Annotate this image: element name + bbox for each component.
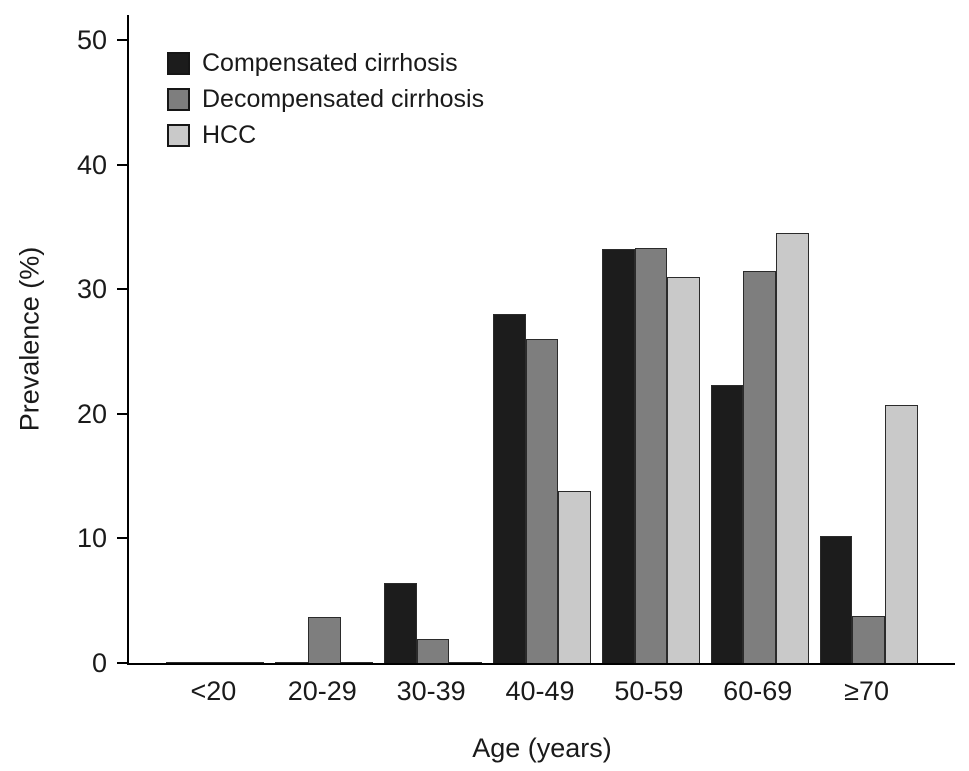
x-axis-title: Age (years)	[472, 733, 612, 763]
y-tick-label: 50	[76, 25, 107, 55]
bar-compensated-cirrhosis	[384, 583, 417, 663]
bar-hcc	[449, 661, 483, 663]
y-tick-label: 20	[76, 398, 107, 429]
bar-decompensated-cirrhosis	[743, 270, 777, 663]
y-tick	[117, 288, 127, 291]
bar-hcc	[776, 233, 809, 663]
bar-compensated-cirrhosis	[493, 314, 526, 663]
y-tick-label: 30	[76, 274, 107, 305]
bar-decompensated-cirrhosis	[634, 248, 668, 663]
legend-swatch	[167, 124, 190, 147]
legend-label: HCC	[202, 121, 257, 149]
x-tick-label: 20-29	[287, 676, 357, 706]
y-tick	[117, 39, 127, 41]
bar-decompensated-cirrhosis	[525, 339, 559, 663]
bar-compensated-cirrhosis	[601, 249, 635, 663]
bar-decompensated-cirrhosis	[199, 661, 232, 663]
legend: Compensated cirrhosis Decompensated cirrh…	[167, 49, 484, 157]
bar-decompensated-cirrhosis	[416, 639, 450, 663]
x-axis: <20 20-29 30-39 40-49 50-59 60-69 ≥70	[127, 676, 953, 708]
bar-decompensated-cirrhosis	[852, 615, 885, 663]
y-tick-label: 10	[76, 523, 107, 554]
bar-compensated-cirrhosis	[710, 385, 744, 663]
bar-hcc	[340, 661, 374, 663]
y-tick	[117, 412, 127, 415]
legend-swatch	[167, 52, 190, 75]
legend-label: Decompensated cirrhosis	[202, 85, 485, 113]
bar-compensated-cirrhosis	[166, 661, 200, 663]
legend-swatch	[167, 88, 190, 111]
x-tick-label: 60-69	[723, 676, 793, 706]
y-tick	[117, 537, 127, 540]
y-tick-label: 40	[76, 149, 107, 180]
plot-area: 0 10 20 30 40 50 Compensated cirrhosis Decompe…	[77, 15, 955, 678]
x-tick-label: 50-59	[614, 676, 684, 706]
legend-item: Compensated cirrhosis	[167, 49, 484, 78]
y-tick	[117, 662, 127, 664]
x-tick-label: 40-49	[505, 676, 575, 706]
bar-hcc	[558, 491, 591, 663]
bar-hcc	[667, 276, 700, 663]
y-tick-label: 0	[91, 648, 107, 678]
bar-decompensated-cirrhosis	[307, 616, 341, 663]
x-tick-label: ≥70	[844, 676, 889, 706]
legend-item: HCC	[167, 121, 484, 150]
bar-hcc	[884, 405, 918, 663]
x-tick-label: <20	[190, 676, 237, 706]
y-tick	[117, 163, 127, 166]
legend-item: Decompensated cirrhosis	[167, 85, 484, 114]
bar-hcc	[231, 661, 265, 663]
bar-compensated-cirrhosis	[275, 661, 308, 663]
bar-compensated-cirrhosis	[819, 535, 853, 663]
legend-label: Compensated cirrhosis	[202, 49, 458, 77]
x-tick-label: 30-39	[396, 676, 466, 706]
